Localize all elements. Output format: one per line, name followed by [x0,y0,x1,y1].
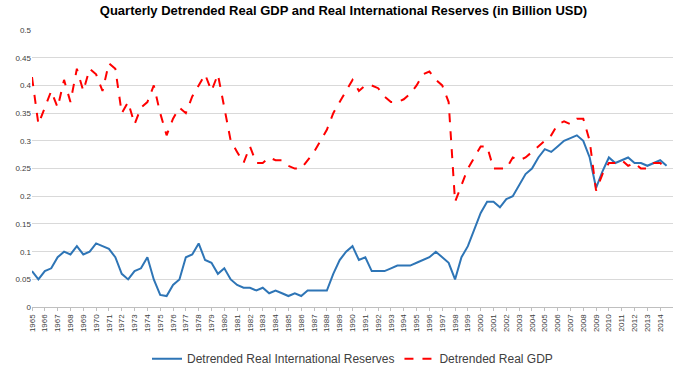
svg-text:1983: 1983 [258,314,267,332]
svg-text:Detrended Real GDP: Detrended Real GDP [439,352,552,366]
svg-text:1994: 1994 [399,314,408,332]
svg-text:1968: 1968 [66,314,75,332]
svg-text:1967: 1967 [53,314,62,332]
svg-text:1991: 1991 [361,314,370,332]
svg-text:1979: 1979 [207,314,216,332]
svg-text:1969: 1969 [79,314,88,332]
svg-text:2006: 2006 [553,314,562,332]
svg-text:1990: 1990 [348,314,357,332]
svg-text:1980: 1980 [220,314,229,332]
svg-text:2000: 2000 [476,314,485,332]
svg-text:0.05: 0.05 [15,275,31,284]
svg-text:1966: 1966 [40,314,49,332]
svg-text:0.4: 0.4 [20,81,32,90]
svg-text:2002: 2002 [502,314,511,332]
svg-text:1996: 1996 [425,314,434,332]
svg-text:1981: 1981 [233,314,242,332]
svg-text:2010: 2010 [605,314,614,332]
svg-text:0.35: 0.35 [15,109,31,118]
svg-text:Detrended Real International R: Detrended Real International Reserves [187,352,394,366]
svg-text:2004: 2004 [528,314,537,332]
svg-text:0: 0 [27,303,32,312]
svg-text:1982: 1982 [246,314,255,332]
svg-text:1988: 1988 [322,314,331,332]
svg-text:0.3: 0.3 [20,137,32,146]
svg-text:1998: 1998 [451,314,460,332]
svg-text:2007: 2007 [566,314,575,332]
svg-text:2001: 2001 [489,314,498,332]
svg-text:2011: 2011 [617,314,626,332]
svg-text:1976: 1976 [169,314,178,332]
svg-text:1965: 1965 [28,314,37,332]
svg-text:1992: 1992 [374,314,383,332]
svg-text:1984: 1984 [271,314,280,332]
svg-text:2013: 2013 [643,314,652,332]
svg-text:1975: 1975 [156,314,165,332]
svg-text:1987: 1987 [310,314,319,332]
svg-text:1977: 1977 [181,314,190,332]
svg-text:0.15: 0.15 [15,220,31,229]
svg-text:1993: 1993 [387,314,396,332]
svg-text:1989: 1989 [335,314,344,332]
svg-text:2009: 2009 [592,314,601,332]
svg-text:1973: 1973 [130,314,139,332]
svg-text:2005: 2005 [540,314,549,332]
svg-text:1999: 1999 [463,314,472,332]
svg-text:1974: 1974 [143,314,152,332]
svg-text:1997: 1997 [438,314,447,332]
svg-text:2014: 2014 [656,314,665,332]
svg-text:1970: 1970 [92,314,101,332]
svg-text:2003: 2003 [515,314,524,332]
svg-text:0.1: 0.1 [20,248,32,257]
svg-text:1978: 1978 [194,314,203,332]
svg-text:1985: 1985 [284,314,293,332]
svg-text:1995: 1995 [412,314,421,332]
svg-text:2008: 2008 [579,314,588,332]
svg-text:0.45: 0.45 [15,54,31,63]
svg-text:1986: 1986 [297,314,306,332]
svg-text:0.2: 0.2 [20,192,32,201]
svg-text:Quarterly Detrended Real GDP a: Quarterly Detrended Real GDP and Real In… [100,3,587,18]
svg-text:2012: 2012 [630,314,639,332]
svg-text:0.5: 0.5 [20,26,32,35]
svg-text:1971: 1971 [105,314,114,332]
svg-text:0.25: 0.25 [15,164,31,173]
svg-text:1972: 1972 [117,314,126,332]
